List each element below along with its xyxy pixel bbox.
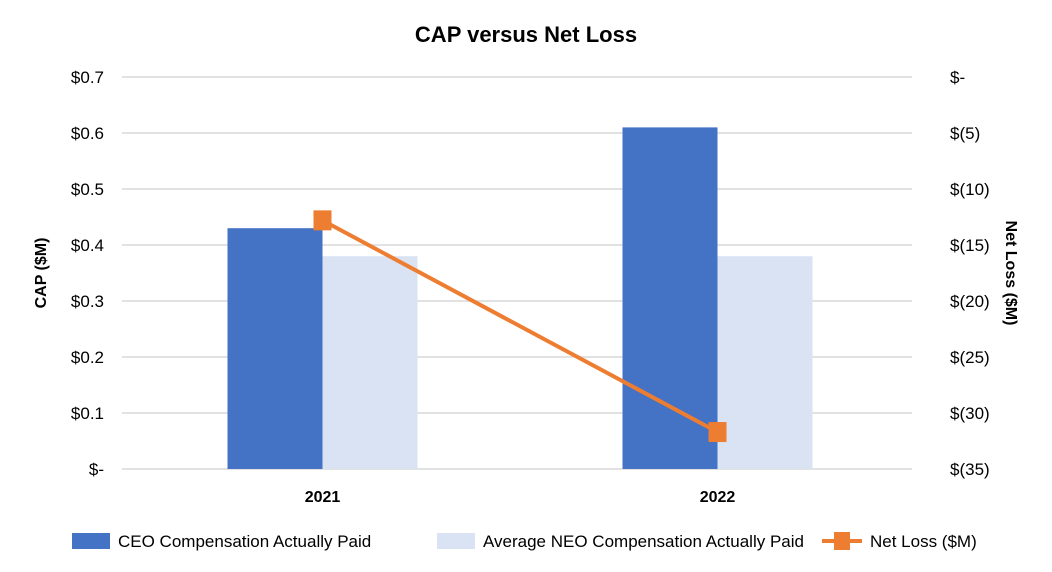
x-tick-label: 2021	[305, 489, 341, 506]
y-tick-label: $0.5	[71, 180, 104, 199]
y-tick-label: $0.1	[71, 404, 104, 423]
legend-swatch	[72, 533, 110, 549]
y2-tick-label: $-	[950, 68, 965, 87]
y-axis-label: CAP ($M)	[33, 238, 50, 309]
legend-swatch	[437, 533, 475, 549]
bar-ceo-compensation-actually-paid-2021	[227, 228, 323, 469]
y2-tick-label: $(20)	[950, 292, 990, 311]
y-tick-label: $0.4	[71, 236, 104, 255]
legend-label: Average NEO Compensation Actually Paid	[483, 532, 804, 551]
legend-marker	[834, 532, 850, 550]
y-tick-label: $0.3	[71, 292, 104, 311]
left-axis-ticks: $- $0.1 $0.2 $0.3 $0.4 $0.5 $0.6 $0.7	[71, 68, 104, 479]
right-axis-ticks: $(35) $(30) $(25) $(20) $(15) $(10) $(5) $-	[950, 68, 990, 479]
y-tick-label: $-	[89, 460, 104, 479]
net-loss-marker-2021	[313, 210, 332, 231]
net-loss-line	[313, 210, 727, 443]
y2-axis-label: Net Loss ($M)	[1002, 221, 1019, 326]
y2-tick-label: $(30)	[950, 404, 990, 423]
y2-tick-label: $(15)	[950, 236, 990, 255]
y2-tick-label: $(5)	[950, 124, 980, 143]
legend-label: Net Loss ($M)	[870, 532, 977, 551]
net-loss-marker-2022	[708, 422, 727, 443]
x-axis-ticks: 2021 2022	[305, 489, 736, 506]
y2-tick-label: $(25)	[950, 348, 990, 367]
y2-tick-label: $(35)	[950, 460, 990, 479]
bar-ceo-compensation-actually-paid-2022	[622, 127, 718, 470]
y2-tick-label: $(10)	[950, 180, 990, 199]
legend-label: CEO Compensation Actually Paid	[118, 532, 371, 551]
chart-title: CAP versus Net Loss	[415, 22, 637, 47]
x-tick-label: 2022	[700, 489, 736, 506]
legend: CEO Compensation Actually Paid Average NE…	[72, 532, 977, 551]
bars	[227, 127, 813, 470]
y-tick-label: $0.7	[71, 68, 104, 87]
bar-average-neo-compensation-actually-paid-2022	[717, 256, 813, 469]
net-loss-line-path	[321, 218, 719, 434]
y-tick-label: $0.2	[71, 348, 104, 367]
bar-average-neo-compensation-actually-paid-2021	[322, 256, 418, 469]
y-tick-label: $0.6	[71, 124, 104, 143]
